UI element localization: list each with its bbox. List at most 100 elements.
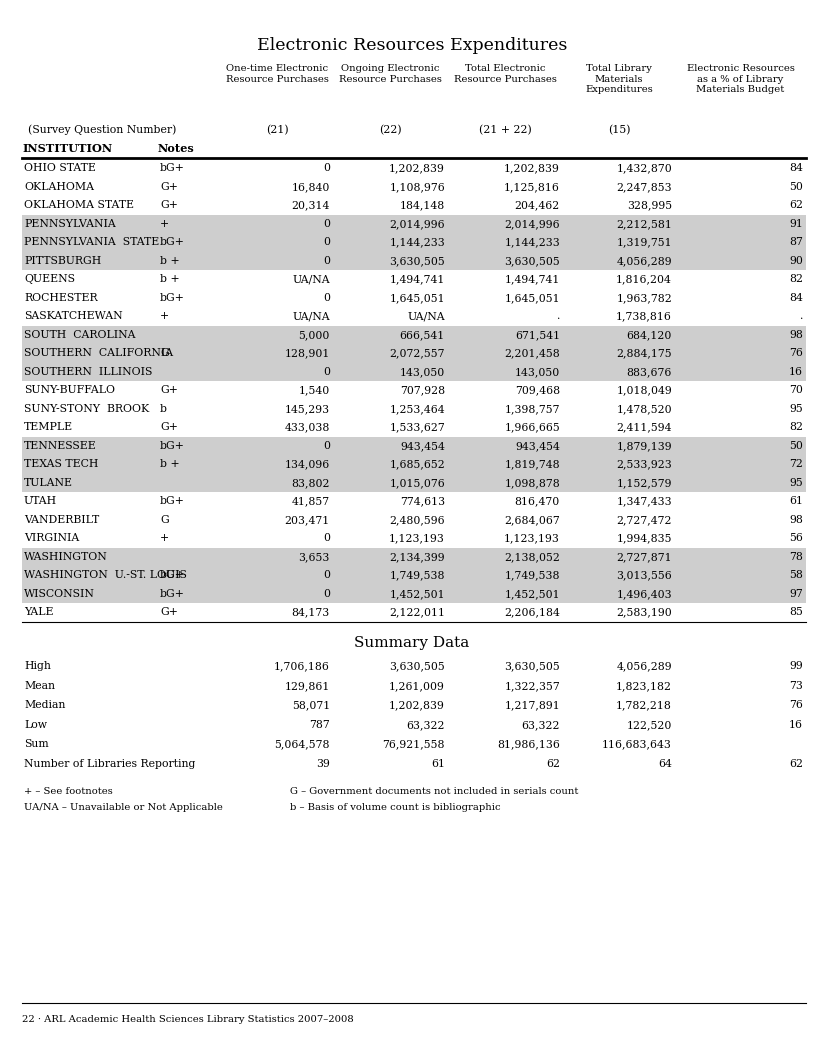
Bar [22, 399, 806, 418]
Text: 1,706,186: 1,706,186 [274, 662, 330, 671]
Text: 1,645,051: 1,645,051 [390, 293, 445, 302]
Text: 76: 76 [789, 700, 803, 710]
Text: Total Library
Materials
Expenditures: Total Library Materials Expenditures [585, 64, 653, 94]
Text: SUNY-STONY  BROOK: SUNY-STONY BROOK [24, 404, 149, 414]
Text: G+: G+ [160, 385, 178, 395]
Text: 63,322: 63,322 [522, 719, 560, 730]
Text: 1,645,051: 1,645,051 [504, 293, 560, 302]
Text: 22 · ARL Academic Health Sciences Library Statistics 2007–2008: 22 · ARL Academic Health Sciences Librar… [22, 1014, 353, 1024]
Text: 61: 61 [789, 497, 803, 506]
Text: 85: 85 [789, 607, 803, 617]
Text: 3,630,505: 3,630,505 [504, 662, 560, 671]
Text: bG+: bG+ [160, 441, 185, 450]
Text: 2,206,184: 2,206,184 [504, 607, 560, 617]
Text: 20,314: 20,314 [292, 201, 330, 210]
Bar [22, 177, 806, 196]
Text: VANDERBILT: VANDERBILT [24, 514, 99, 525]
Text: bG+: bG+ [160, 293, 185, 302]
Text: 1,685,652: 1,685,652 [389, 459, 445, 469]
Text: 2,014,996: 2,014,996 [504, 218, 560, 229]
Text: bG+: bG+ [160, 497, 185, 506]
Text: 1,202,839: 1,202,839 [504, 163, 560, 173]
Text: 1,261,009: 1,261,009 [389, 680, 445, 691]
Bar [22, 252, 806, 270]
Text: 95: 95 [789, 404, 803, 414]
Text: PITTSBURGH: PITTSBURGH [24, 256, 101, 266]
Text: 128,901: 128,901 [284, 349, 330, 358]
Text: G+: G+ [160, 422, 178, 433]
Text: 1,540: 1,540 [299, 385, 330, 395]
Text: G+: G+ [160, 182, 178, 192]
Text: 4,056,289: 4,056,289 [616, 256, 672, 266]
Text: 145,293: 145,293 [285, 404, 330, 414]
Bar [22, 344, 806, 362]
Text: 70: 70 [789, 385, 803, 395]
Text: b +: b + [160, 274, 180, 285]
Text: 58: 58 [789, 570, 803, 581]
Text: 90: 90 [789, 256, 803, 266]
Text: 3,630,505: 3,630,505 [389, 256, 445, 266]
Text: TENNESSEE: TENNESSEE [24, 441, 96, 450]
Text: 1,144,233: 1,144,233 [504, 237, 560, 247]
Text: 0: 0 [323, 366, 330, 377]
Text: 0: 0 [323, 237, 330, 247]
Text: 1,398,757: 1,398,757 [504, 404, 560, 414]
Text: 2,411,594: 2,411,594 [616, 422, 672, 433]
Text: 84: 84 [789, 163, 803, 173]
Text: 1,152,579: 1,152,579 [616, 478, 672, 488]
Text: 50: 50 [789, 182, 803, 192]
Text: 1,478,520: 1,478,520 [616, 404, 672, 414]
Text: 99: 99 [789, 662, 803, 671]
Text: UTAH: UTAH [24, 497, 57, 506]
Bar [22, 289, 806, 307]
Text: 0: 0 [323, 163, 330, 173]
Bar [22, 566, 806, 585]
Text: OHIO STATE: OHIO STATE [24, 163, 96, 173]
Text: 1,347,433: 1,347,433 [616, 497, 672, 506]
Bar [22, 233, 806, 252]
Text: 2,138,052: 2,138,052 [504, 551, 560, 562]
Text: 0: 0 [323, 256, 330, 266]
Text: (15): (15) [608, 125, 630, 135]
Text: 883,676: 883,676 [626, 366, 672, 377]
Text: Median: Median [24, 700, 65, 710]
Text: 2,247,853: 2,247,853 [616, 182, 672, 192]
Text: 1,749,538: 1,749,538 [390, 570, 445, 581]
Text: 1,123,193: 1,123,193 [389, 533, 445, 543]
Text: 2,014,996: 2,014,996 [390, 218, 445, 229]
Text: 2,122,011: 2,122,011 [389, 607, 445, 617]
Text: 1,123,193: 1,123,193 [504, 533, 560, 543]
Text: One-time Electronic
Resource Purchases: One-time Electronic Resource Purchases [226, 64, 329, 84]
Bar [22, 437, 806, 455]
Text: 1,966,665: 1,966,665 [504, 422, 560, 433]
Text: 1,819,748: 1,819,748 [504, 459, 560, 469]
Bar [22, 196, 806, 214]
Text: INSTITUTION: INSTITUTION [22, 143, 112, 153]
Text: 1,749,538: 1,749,538 [504, 570, 560, 581]
Text: 1,823,182: 1,823,182 [616, 680, 672, 691]
Text: TEXAS TECH: TEXAS TECH [24, 459, 98, 469]
Text: 3,630,505: 3,630,505 [389, 662, 445, 671]
Text: 116,683,643: 116,683,643 [602, 739, 672, 750]
Text: 2,727,472: 2,727,472 [616, 514, 672, 525]
Text: 816,470: 816,470 [515, 497, 560, 506]
Text: .: . [557, 311, 560, 321]
Text: 0: 0 [323, 533, 330, 543]
Text: 5,064,578: 5,064,578 [274, 739, 330, 750]
Text: 1,217,891: 1,217,891 [504, 700, 560, 710]
Bar [22, 455, 806, 474]
Text: 787: 787 [309, 719, 330, 730]
Bar [22, 547, 806, 566]
Text: 64: 64 [658, 759, 672, 769]
Text: 95: 95 [789, 478, 803, 488]
Text: 1,253,464: 1,253,464 [390, 404, 445, 414]
Text: 91: 91 [789, 218, 803, 229]
Text: G: G [160, 514, 169, 525]
Text: 204,462: 204,462 [515, 201, 560, 210]
Bar [22, 418, 806, 437]
Text: 129,861: 129,861 [284, 680, 330, 691]
Text: 62: 62 [789, 201, 803, 210]
Bar [22, 362, 806, 381]
Text: 0: 0 [323, 570, 330, 581]
Text: 3,653: 3,653 [298, 551, 330, 562]
